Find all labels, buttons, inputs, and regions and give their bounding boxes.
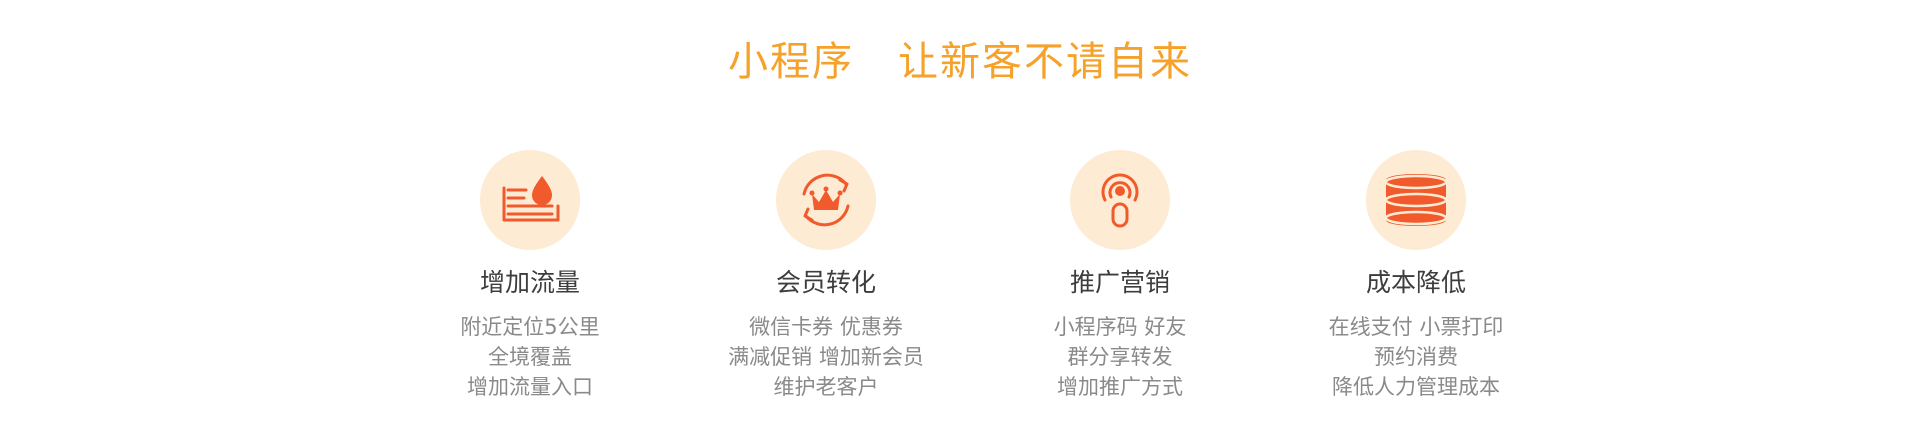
traffic-drop-icon (502, 176, 560, 222)
feature-desc-line: 附近定位5公里 (460, 315, 600, 339)
feature-description: 附近定位5公里 全境覆盖 增加流量入口 (410, 312, 650, 402)
feature-member-conversion: 会员转化 微信卡券 优惠券 满减促销 增加新会员 维护老客户 (706, 150, 946, 402)
cost-drum-icon (1384, 174, 1448, 226)
feature-increase-traffic: 增加流量 附近定位5公里 全境覆盖 增加流量入口 (410, 150, 650, 402)
feature-cost-reduction: 成本降低 在线支付 小票打印 预约消费 降低人力管理成本 (1296, 150, 1536, 402)
feature-desc-line: 全境覆盖 (488, 345, 572, 369)
feature-title: 会员转化 (775, 268, 876, 297)
page-title-right: 让新客不请自来 (898, 39, 1192, 85)
feature-desc-line: 群分享转发 (1067, 345, 1173, 369)
feature-title: 成本降低 (1365, 268, 1466, 297)
feature-icon-circle (776, 150, 876, 250)
feature-desc-line: 降低人力管理成本 (1332, 375, 1500, 399)
feature-desc-line: 小程序码 好友 (1053, 315, 1187, 339)
feature-title: 增加流量 (479, 268, 580, 297)
page-title-left: 小程序 (728, 39, 854, 85)
feature-icon-circle (480, 150, 580, 250)
feature-description: 小程序码 好友 群分享转发 增加推广方式 (1000, 312, 1240, 402)
feature-desc-line: 增加推广方式 (1057, 375, 1183, 399)
feature-desc-line: 预约消费 (1374, 345, 1458, 369)
feature-description: 微信卡券 优惠券 满减促销 增加新会员 维护老客户 (706, 312, 946, 402)
feature-promotion-marketing: 推广营销 小程序码 好友 群分享转发 增加推广方式 (1000, 150, 1240, 402)
feature-desc-line: 微信卡券 优惠券 (749, 315, 903, 339)
feature-list: 增加流量 附近定位5公里 全境覆盖 增加流量入口 会员转化 (0, 150, 1920, 410)
feature-desc-line: 满减促销 增加新会员 (728, 345, 924, 369)
feature-title: 推广营销 (1069, 268, 1170, 297)
feature-icon-circle (1070, 150, 1170, 250)
feature-desc-line: 在线支付 小票打印 (1328, 315, 1504, 339)
page-title: 小程序 让新客不请自来 (0, 34, 1920, 90)
feature-desc-line: 维护老客户 (773, 375, 879, 399)
crown-refresh-icon (802, 173, 850, 227)
broadcast-icon (1101, 173, 1139, 228)
feature-icon-circle (1366, 150, 1466, 250)
feature-description: 在线支付 小票打印 预约消费 降低人力管理成本 (1296, 312, 1536, 402)
feature-desc-line: 增加流量入口 (467, 375, 593, 399)
